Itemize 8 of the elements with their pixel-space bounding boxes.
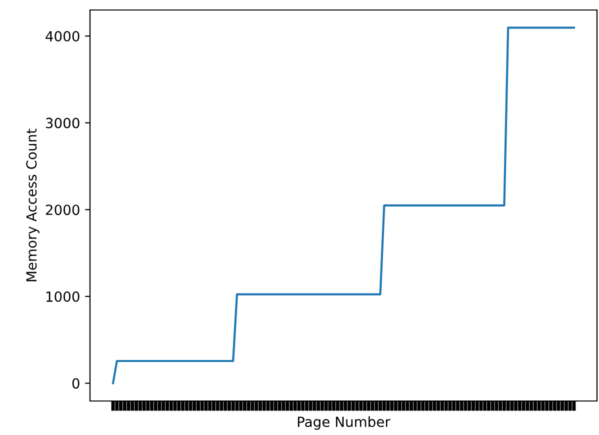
line-series [112,26,575,384]
y-tick-label: 2000 [46,204,80,216]
y-tick-label: 4000 [46,31,80,42]
y-axis-title: Memory Access Count [26,128,40,282]
x-axis-title: Page Number [298,416,390,430]
y-tick-label: 0 [72,378,80,389]
y-tick-label: 1000 [46,291,80,302]
y-tick-label: 3000 [46,118,80,128]
